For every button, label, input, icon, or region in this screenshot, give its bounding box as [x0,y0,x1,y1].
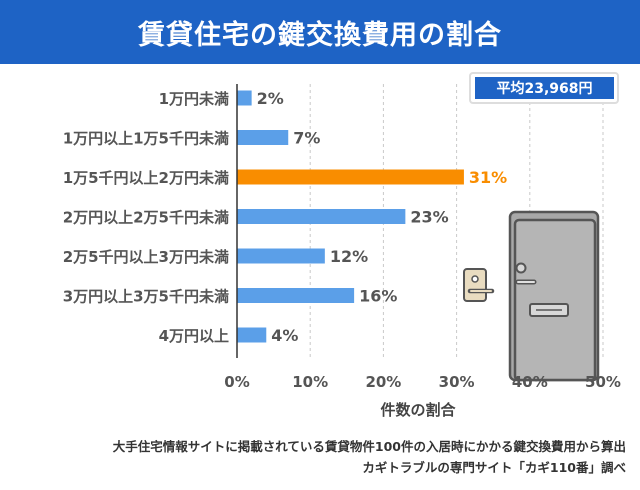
bar-value-label: 16% [359,287,397,306]
bar [237,169,464,185]
x-tick-label: 20% [365,373,401,391]
x-tick-labels: 0% 10% 20% 30% 40% 50% [224,373,621,391]
category-label: 1万5千円以上2万円未満 [63,169,229,187]
category-label: 3万円以上3万5千円未満 [63,288,229,306]
category-label: 2万5千円以上3万円未満 [63,248,229,266]
bar [237,209,406,224]
bar-value-label: 2% [257,89,284,108]
average-label: 平均23,968円 [496,80,592,97]
chart-title: 賃貸住宅の鍵交換費用の割合 [0,0,640,64]
bar-value-label: 4% [271,326,298,345]
bar-chart: 2% 7% 31% 23% 12% 16% 4% 1万円未満 1万円以上1万5千円未満 1万5千… [63,72,621,419]
x-tick-label: 50% [585,373,621,391]
door-keyhole [515,262,527,274]
category-label: 2万円以上2万5千円未満 [63,209,229,227]
door-illustration [508,210,600,382]
x-tick-label: 0% [224,373,249,391]
bar [237,248,325,264]
category-label: 1万円以上1万5千円未満 [63,130,229,148]
bar-value-label: 7% [293,129,320,148]
bar [237,130,289,145]
source-line-2: カギトラブルの専門サイト「カギ110番」調べ [362,460,626,475]
category-label: 4万円以上 [159,327,229,345]
bar [237,327,267,343]
bar-value-label: 31% [469,168,507,187]
x-tick-label: 40% [512,373,548,391]
bars: 2% 7% 31% 23% 12% 16% 4% [237,89,507,345]
bar [237,288,355,303]
bar-value-label: 12% [330,247,368,266]
category-labels: 1万円未満 1万円以上1万5千円未満 1万5千円以上2万円未満 2万円以上2万5千円未… [63,90,229,345]
x-tick-label: 10% [292,373,328,391]
x-axis-label: 件数の割合 [380,401,456,419]
bar [237,90,252,106]
door-panel [513,218,597,382]
source-line-1: 大手住宅情報サイトに掲載されている賃貸物件100件の入居時にかかる鍵交換費用から… [112,439,626,454]
x-tick-label: 30% [439,373,475,391]
average-badge: 平均23,968円 [469,72,619,104]
source-note: 大手住宅情報サイトに掲載されている賃貸物件100件の入居時にかかる鍵交換費用から… [113,436,626,478]
bar-value-label: 23% [410,208,448,227]
door-lock-icon [463,268,495,302]
category-label: 1万円未満 [159,90,229,108]
